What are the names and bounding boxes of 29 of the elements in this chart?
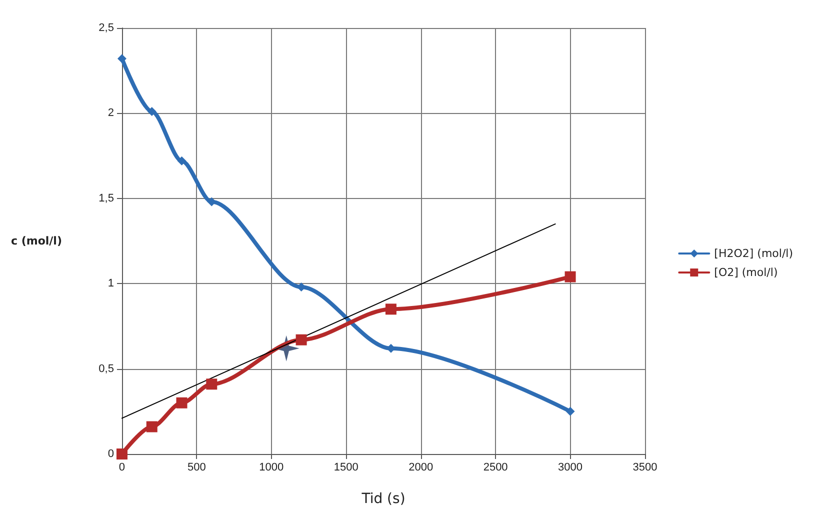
point: [176, 397, 188, 408]
y-axis-title: c (mol/l): [11, 234, 62, 248]
y-tick-label: 0,5: [98, 362, 114, 375]
point: [566, 406, 575, 416]
point: [117, 54, 126, 64]
x-tick-label: 1500: [334, 462, 358, 474]
x-axis-title: Tid (s): [360, 491, 406, 507]
x-tick-label: 0: [118, 462, 126, 474]
x-tick-label: 2000: [408, 462, 434, 474]
legend-label: [O2] (mol/l): [714, 266, 778, 279]
point: [385, 304, 396, 315]
y-tick-label: 0: [108, 448, 114, 460]
y-tick-label: 2,5: [98, 22, 114, 34]
y-tick-label: 1,5: [98, 192, 114, 204]
x-tick-label: 500: [188, 462, 206, 474]
point: [146, 421, 158, 432]
point: [177, 156, 186, 166]
x-tick-label: 3500: [632, 462, 658, 474]
y-tick-label: 1: [108, 278, 114, 290]
legend-label: [H2O2] (mol/l): [714, 247, 794, 260]
point: [206, 378, 218, 390]
x-tick-label: 3000: [558, 462, 583, 474]
point: [296, 334, 307, 346]
x-tick-label: 2500: [483, 462, 508, 474]
y-tick-label: 2: [108, 107, 114, 120]
point: [564, 271, 576, 282]
point: [147, 106, 156, 116]
x-tick-label: 1000: [259, 462, 284, 474]
point: [116, 448, 128, 460]
